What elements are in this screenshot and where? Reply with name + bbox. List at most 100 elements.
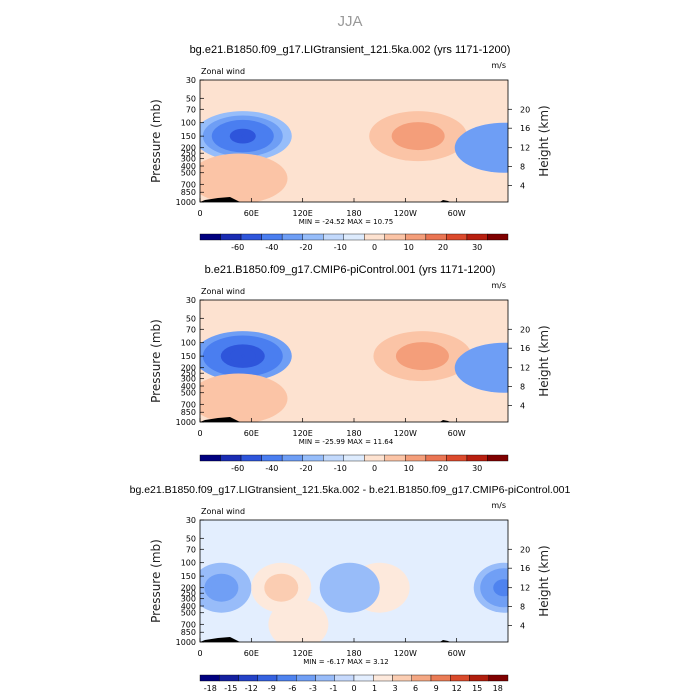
colorbar-box xyxy=(315,674,335,682)
colorbar-box xyxy=(405,233,427,241)
y-tick-label: 100 xyxy=(181,119,196,128)
data-point xyxy=(502,366,506,370)
y-tick-label: 50 xyxy=(186,314,196,323)
contour-fills xyxy=(200,111,508,202)
topography xyxy=(200,637,240,642)
colorbar-box xyxy=(487,233,509,241)
colorbar-box xyxy=(281,233,303,241)
contour-fills xyxy=(200,331,508,422)
colorbar-box xyxy=(425,454,447,462)
colorbar-box xyxy=(364,454,385,462)
y-tick-label: 200 xyxy=(181,144,196,153)
data-point xyxy=(279,586,283,590)
colorbar-label: 30 xyxy=(472,243,482,252)
colorbar-box xyxy=(488,674,509,682)
height-tick-label: 20 xyxy=(520,105,530,114)
y-tick-label: 300 xyxy=(181,595,196,604)
colorbar-box xyxy=(446,454,468,462)
y-tick-label: 150 xyxy=(181,352,196,361)
colorbar-label: -10 xyxy=(334,464,347,473)
y-tick-label: 50 xyxy=(186,94,196,103)
colorbar-box xyxy=(466,233,488,241)
panels: bg.e21.B1850.f09_g17.LIGtransient_121.5k… xyxy=(130,44,571,693)
topography xyxy=(440,420,450,422)
units-label: m/s xyxy=(491,501,506,510)
colorbar-label: -40 xyxy=(265,464,278,473)
x-tick-label: 60E xyxy=(244,209,259,218)
colorbar-box xyxy=(199,454,221,462)
y-tick-label: 100 xyxy=(181,559,196,568)
colorbar-box xyxy=(276,674,297,682)
colorbar-label: -9 xyxy=(268,684,276,693)
y-tick-label: 250 xyxy=(181,149,196,158)
colorbar-box xyxy=(450,674,470,682)
height-tick-label: 20 xyxy=(520,325,530,334)
y-tick-label: 300 xyxy=(181,155,196,164)
chart-panel-1: bg.e21.B1850.f09_g17.LIGtransient_121.5k… xyxy=(149,44,551,252)
contour-level xyxy=(200,373,288,422)
y-tick-label: 850 xyxy=(181,408,196,417)
colorbar-label: 0 xyxy=(351,684,356,693)
colorbar-box xyxy=(392,674,412,682)
colorbar-box xyxy=(411,674,432,682)
colorbar-box xyxy=(343,454,365,462)
colorbar-label: 10 xyxy=(404,464,414,473)
y-tick-label: 500 xyxy=(181,169,196,178)
y-tick-label: 1000 xyxy=(176,418,196,427)
y-tick-label: 100 xyxy=(181,339,196,348)
colorbar-label: -6 xyxy=(288,684,296,693)
colorbar-label: 18 xyxy=(493,684,503,693)
chart-panel-2: b.e21.B1850.f09_g17.CMIP6-piControl.001 … xyxy=(149,264,551,473)
height-tick-label: 16 xyxy=(520,124,530,133)
units-label: m/s xyxy=(491,61,506,70)
colorbar-box xyxy=(343,233,365,241)
y-axis-label: Pressure (mb) xyxy=(149,319,163,403)
colorbar-box xyxy=(240,454,262,462)
colorbar-label: 10 xyxy=(404,243,414,252)
colorbar-box xyxy=(220,454,242,462)
panel-title: bg.e21.B1850.f09_g17.LIGtransient_121.5k… xyxy=(130,484,571,496)
colorbar-box xyxy=(302,454,324,462)
colorbar-box xyxy=(199,233,221,241)
x-tick-label: 120W xyxy=(394,649,417,658)
y-tick-label: 30 xyxy=(186,76,196,85)
y-tick-label: 700 xyxy=(181,620,196,629)
x-tick-label: 0 xyxy=(197,429,202,438)
colorbar-box xyxy=(220,233,242,241)
colorbar-box xyxy=(373,674,393,682)
x-tick-label: 60E xyxy=(244,429,259,438)
colorbar-box xyxy=(257,674,278,682)
colorbar-box xyxy=(469,674,489,682)
x-tick-label: 180 xyxy=(346,649,361,658)
x-tick-label: 60E xyxy=(244,649,259,658)
x-tick-label: 120W xyxy=(394,429,417,438)
x-tick-label: 180 xyxy=(346,429,361,438)
colorbar-label: 0 xyxy=(372,464,377,473)
data-point xyxy=(241,354,245,358)
y-tick-label: 850 xyxy=(181,188,196,197)
y-tick-label: 700 xyxy=(181,400,196,409)
x-tick-label: 60W xyxy=(448,429,466,438)
y-tick-label: 500 xyxy=(181,609,196,618)
x-tick-label: 120W xyxy=(394,209,417,218)
colorbar-label: 6 xyxy=(413,684,418,693)
contour-level xyxy=(493,579,508,597)
height-tick-label: 12 xyxy=(520,364,530,373)
colorbar-box xyxy=(238,674,258,682)
colorbar-label: -10 xyxy=(334,243,347,252)
x-tick-label: 120E xyxy=(293,209,313,218)
colorbar-label: -20 xyxy=(300,464,313,473)
y-tick-label: 70 xyxy=(186,105,196,114)
y-axis-label-right: Height (km) xyxy=(537,105,551,176)
stats-label: MIN = -6.17 MAX = 3.12 xyxy=(303,658,389,666)
units-label: m/s xyxy=(491,281,506,290)
x-tick-label: 180 xyxy=(346,209,361,218)
colorbar-box xyxy=(384,454,406,462)
height-tick-label: 20 xyxy=(520,545,530,554)
colorbar-box xyxy=(281,454,303,462)
variable-label: Zonal wind xyxy=(201,287,245,296)
colorbar-box xyxy=(323,454,344,462)
colorbar-box xyxy=(261,233,283,241)
panel-title: b.e21.B1850.f09_g17.CMIP6-piControl.001 … xyxy=(205,264,496,276)
data-point xyxy=(219,586,223,590)
